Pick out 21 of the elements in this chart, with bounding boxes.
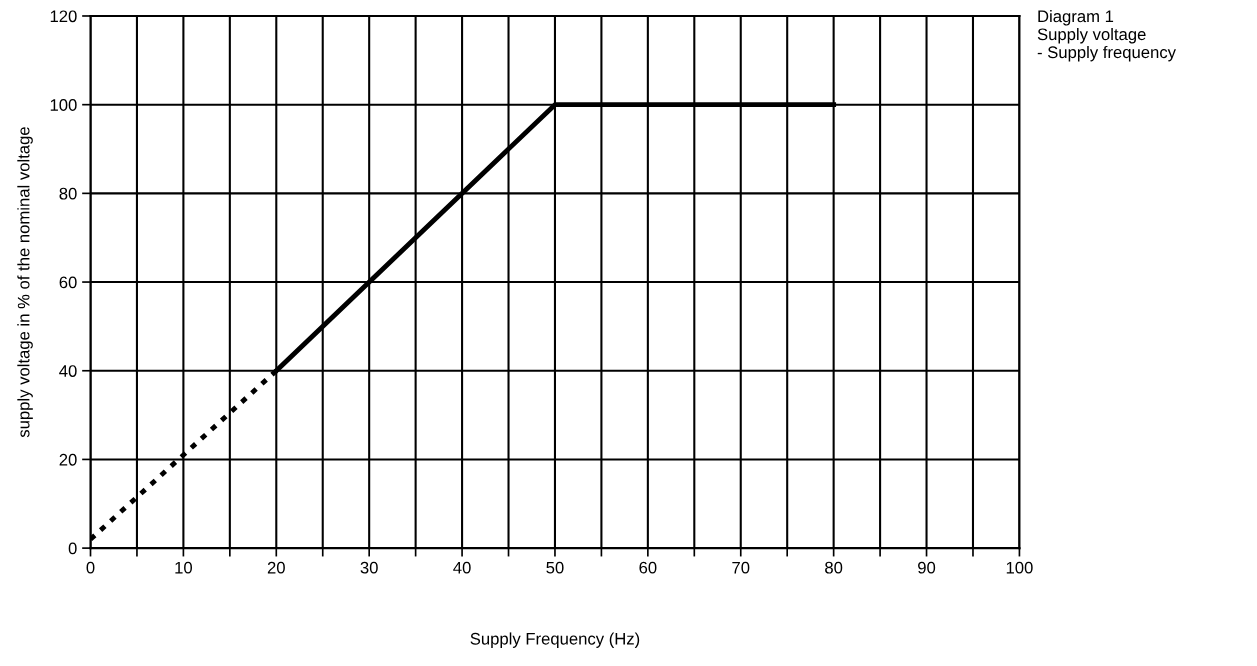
x-tick-label: 90	[918, 561, 936, 574]
y-tick-label: 0	[68, 542, 77, 555]
x-axis-title: Supply Frequency (Hz)	[470, 632, 640, 648]
x-tick-label: 70	[732, 561, 750, 574]
x-tick-label: 30	[360, 561, 378, 574]
y-tick-label: 20	[59, 453, 77, 466]
x-tick-label: 100	[1006, 561, 1033, 574]
x-tick-label: 60	[639, 561, 657, 574]
x-tick-label: 10	[175, 561, 193, 574]
x-tick-label: 80	[825, 561, 843, 574]
x-tick-label: 40	[453, 561, 471, 574]
y-tick-label: 60	[59, 276, 77, 289]
text: Diagram 1 Supply voltage - Supply frequency	[1037, 9, 1176, 62]
x-tick-label: 50	[546, 561, 564, 574]
x-tick-label: 0	[86, 561, 95, 574]
y-axis-title: supply voltage in % of the nominal voltage	[17, 127, 33, 438]
y-tick-label: 120	[50, 10, 77, 23]
y-tick-label: 80	[59, 187, 77, 200]
x-tick-label: 20	[267, 561, 285, 574]
y-tick-label: 100	[50, 99, 77, 111]
y-tick-label: 40	[59, 365, 77, 377]
